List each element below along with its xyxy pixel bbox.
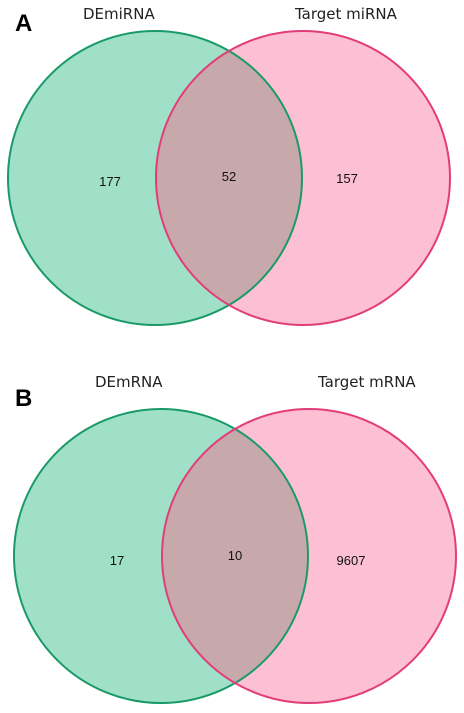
- right-set-title: Target miRNA: [295, 5, 397, 23]
- left-set-title: DEmiRNA: [83, 5, 155, 23]
- overlap-region: [162, 409, 308, 703]
- right-set-outline: [161, 408, 457, 704]
- venn-diagram-a: 177 52 157: [7, 30, 451, 326]
- overlap-count: 10: [228, 548, 242, 563]
- overlap-count: 52: [222, 169, 236, 184]
- venn-diagram-b: 17 10 9607: [13, 408, 457, 704]
- right-only-count: 157: [336, 171, 358, 186]
- venn-panel-a: A DEmiRNA Target miRNA 177 52 157: [0, 0, 464, 340]
- venn-panel-b: B DEmRNA Target mRNA 17 10 9607: [0, 362, 464, 713]
- panel-label: B: [15, 385, 33, 412]
- overlap-region: [156, 31, 302, 325]
- left-set-outline: [13, 408, 309, 704]
- left-set-outline: [7, 30, 303, 326]
- right-set-outline: [155, 30, 451, 326]
- left-only-count: 177: [99, 174, 121, 189]
- panel-label: A: [15, 10, 33, 37]
- left-only-count: 17: [110, 553, 124, 568]
- right-set-title: Target mRNA: [318, 373, 416, 391]
- right-only-count: 9607: [337, 553, 366, 568]
- left-set-title: DEmRNA: [95, 373, 163, 391]
